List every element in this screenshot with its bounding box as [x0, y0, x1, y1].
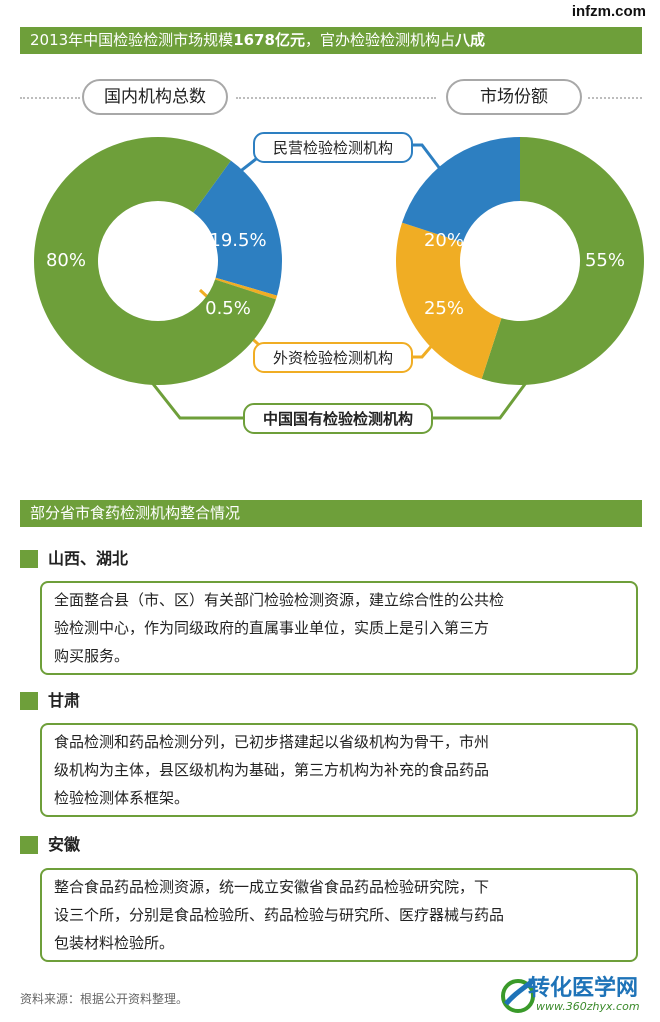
callout-private-text: 民营检验检测机构	[273, 139, 393, 157]
watermark: 转化医学网 www.360zhyx.com	[498, 970, 658, 1020]
text-line: 级机构为主体，县区级机构为基础，第三方机构为补充的食品药品	[54, 761, 490, 779]
text-line: 购买服务。	[54, 647, 130, 665]
callout-foreign-text: 外资检验检测机构	[273, 349, 393, 367]
donut-slice-0	[481, 137, 644, 385]
donut-value-label: 0.5%	[205, 298, 251, 319]
donut-slice-2	[215, 277, 278, 300]
donut-value-label: 55%	[585, 250, 625, 271]
connector-state-right	[430, 379, 530, 420]
chart-title-market-share: 市场份额	[446, 79, 582, 115]
donut-value-label: 20%	[424, 230, 464, 251]
donut-institutions: 80% 19.5% 0.5%	[33, 137, 282, 386]
region-marker	[20, 836, 38, 854]
region-name: 山西、湖北	[48, 549, 129, 568]
headline-part3: ，官办检验检测机构占	[304, 31, 455, 49]
donut-value-label: 19.5%	[209, 230, 266, 251]
region-marker	[20, 550, 38, 568]
donut-value-label: 80%	[46, 250, 86, 271]
headline-unit: 亿元	[274, 31, 305, 49]
watermark-url: www.360zhyx.com	[536, 1000, 640, 1013]
text-line: 设三个所，分别是食品检验所、药品检验与研究所、医疗器械与药品	[54, 906, 505, 924]
text-line: 检验检测体系框架。	[54, 789, 190, 807]
donut-value-label: 25%	[424, 298, 464, 319]
watermark-title: 转化医学网	[528, 976, 639, 1001]
donut-slice-1	[193, 160, 282, 296]
region-text-box-gansu: 食品检测和药品检测分列，已初步搭建起以省级机构为骨干，市州 级机构为主体，县区级…	[40, 723, 638, 817]
region-marker	[20, 692, 38, 710]
headline-bar: 2013年中国检验检测市场规模1678亿元，官办检验检测机构占八成	[20, 27, 642, 54]
headline-number: 1678	[233, 31, 275, 49]
dotted-divider-left	[20, 97, 80, 99]
region-text-box-shanxi-hubei: 全面整合县（市、区）有关部门检验检测资源，建立综合性的公共检 验检测中心，作为同…	[40, 581, 638, 675]
text-line: 食品检测和药品检测分列，已初步搭建起以省级机构为骨干，市州	[54, 733, 490, 751]
watermark-logo-icon	[501, 978, 536, 1013]
connector-state	[148, 379, 246, 420]
section-title-bar: 部分省市食药检测机构整合情况	[20, 500, 642, 527]
callout-state-text: 中国国有检验检测机构	[263, 410, 413, 428]
donut-slice-1	[402, 137, 520, 243]
source-note: 资料来源：根据公开资料整理。	[20, 992, 189, 1006]
donut-market-share: 55% 20% 25%	[396, 137, 644, 385]
dotted-divider-middle	[236, 97, 436, 99]
callout-foreign-box	[253, 342, 413, 373]
text-line: 全面整合县（市、区）有关部门检验检测资源，建立综合性的公共检	[54, 591, 505, 609]
brand-logo: infzm.com	[571, 3, 646, 20]
region-name: 甘肃	[48, 691, 81, 710]
donut-slice-0	[33, 137, 276, 386]
text-line: 包装材料检验所。	[54, 934, 175, 952]
callout-private-box	[253, 132, 413, 163]
text-line: 验检测中心，作为同级政府的直属事业单位，实质上是引入第三方	[54, 619, 490, 637]
chart-title-institutions: 国内机构总数	[82, 79, 228, 115]
headline-part1: 2013年中国检验检测市场规模	[30, 31, 234, 49]
region-name: 安徽	[48, 835, 81, 854]
donut-slice-2	[396, 222, 502, 379]
donut-charts: 80% 19.5% 0.5% 55% 20% 25% 民营检验检测机构 外资检验检测机构…	[33, 132, 644, 434]
region-text-box-anhui: 整合食品药品检测资源，统一成立安徽省食品药品检验研究院，下 设三个所，分别是食品…	[40, 868, 638, 962]
text-line: 整合食品药品检测资源，统一成立安徽省食品药品检验研究院，下	[54, 878, 490, 896]
callout-state-box	[243, 403, 433, 434]
dotted-divider-right	[588, 97, 642, 99]
headline-part4: 八成	[454, 31, 485, 49]
